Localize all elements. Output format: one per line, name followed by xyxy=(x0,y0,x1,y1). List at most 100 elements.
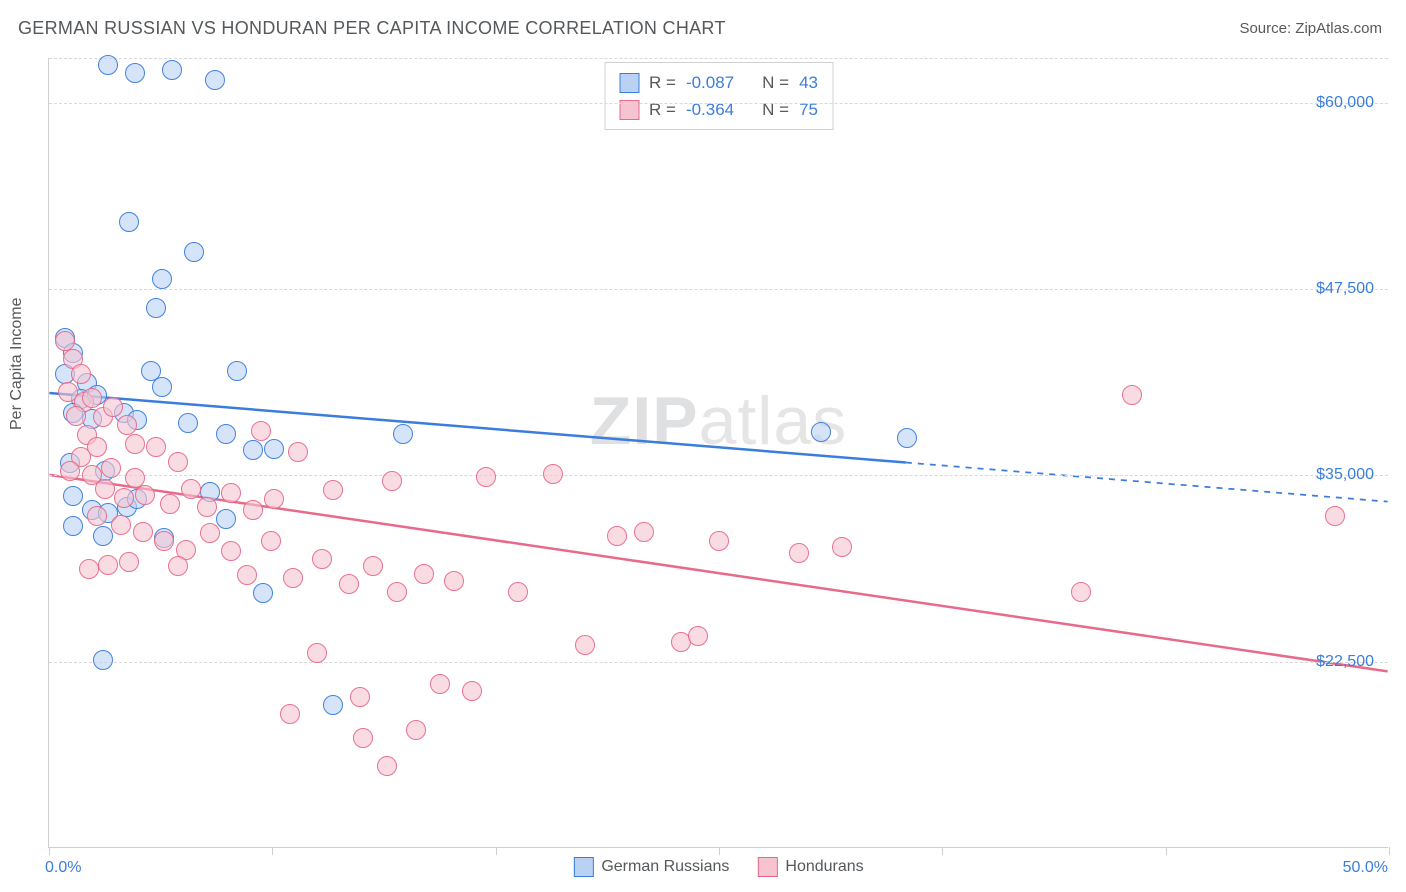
scatter-point xyxy=(377,756,397,776)
legend-stats-box: R = -0.087 N = 43 R = -0.364 N = 75 xyxy=(604,62,833,130)
legend-bottom: German Russians Hondurans xyxy=(573,857,863,877)
ytick-label: $60,000 xyxy=(1316,94,1374,112)
scatter-point xyxy=(117,415,137,435)
scatter-point xyxy=(243,500,263,520)
chart-header: GERMAN RUSSIAN VS HONDURAN PER CAPITA IN… xyxy=(0,0,1406,47)
ytick-label: $22,500 xyxy=(1316,653,1374,671)
xtick xyxy=(719,847,720,855)
scatter-point xyxy=(307,643,327,663)
scatter-point xyxy=(709,531,729,551)
x-end-label: 50.0% xyxy=(1343,859,1388,877)
r-value-1: -0.364 xyxy=(686,96,734,123)
xtick xyxy=(1166,847,1167,855)
gridline xyxy=(49,103,1388,104)
scatter-point xyxy=(280,704,300,724)
scatter-point xyxy=(87,506,107,526)
n-value-1: 75 xyxy=(799,96,818,123)
y-axis-label: Per Capita Income xyxy=(8,297,26,430)
scatter-point xyxy=(125,434,145,454)
ytick-label: $35,000 xyxy=(1316,466,1374,484)
scatter-point xyxy=(323,480,343,500)
legend-stats-row-0: R = -0.087 N = 43 xyxy=(619,69,818,96)
scatter-point xyxy=(832,537,852,557)
scatter-point xyxy=(323,695,343,715)
scatter-point xyxy=(82,388,102,408)
scatter-point xyxy=(205,70,225,90)
x-start-label: 0.0% xyxy=(45,859,81,877)
gridline xyxy=(49,289,1388,290)
ytick-label: $47,500 xyxy=(1316,280,1374,298)
scatter-point xyxy=(607,526,627,546)
legend-swatch-0 xyxy=(619,73,639,93)
scatter-point xyxy=(444,571,464,591)
scatter-point xyxy=(414,564,434,584)
scatter-point xyxy=(125,63,145,83)
scatter-point xyxy=(146,298,166,318)
scatter-point xyxy=(98,55,118,75)
scatter-point xyxy=(430,674,450,694)
r-label: R = xyxy=(649,96,676,123)
scatter-point xyxy=(111,515,131,535)
scatter-point xyxy=(253,583,273,603)
scatter-point xyxy=(133,522,153,542)
scatter-point xyxy=(393,424,413,444)
scatter-point xyxy=(119,552,139,572)
scatter-point xyxy=(216,424,236,444)
scatter-point xyxy=(95,479,115,499)
scatter-point xyxy=(63,516,83,536)
scatter-point xyxy=(197,497,217,517)
xtick xyxy=(272,847,273,855)
gridline xyxy=(49,58,1388,59)
scatter-point xyxy=(221,483,241,503)
scatter-point xyxy=(575,635,595,655)
scatter-point xyxy=(1122,385,1142,405)
scatter-point xyxy=(789,543,809,563)
scatter-point xyxy=(353,728,373,748)
scatter-point xyxy=(168,556,188,576)
chart-source: Source: ZipAtlas.com xyxy=(1239,20,1382,37)
scatter-point xyxy=(508,582,528,602)
n-label: N = xyxy=(762,96,789,123)
scatter-point xyxy=(101,458,121,478)
scatter-point xyxy=(152,377,172,397)
scatter-point xyxy=(152,269,172,289)
scatter-point xyxy=(476,467,496,487)
watermark-light: atlas xyxy=(699,383,848,459)
xtick xyxy=(942,847,943,855)
scatter-point xyxy=(382,471,402,491)
scatter-point xyxy=(178,413,198,433)
legend-swatch-bottom-0 xyxy=(573,857,593,877)
scatter-point xyxy=(264,439,284,459)
scatter-point xyxy=(261,531,281,551)
scatter-point xyxy=(216,509,236,529)
scatter-point xyxy=(181,479,201,499)
scatter-point xyxy=(168,452,188,472)
xtick xyxy=(1389,847,1390,855)
scatter-point xyxy=(243,440,263,460)
scatter-point xyxy=(103,397,123,417)
chart-plot-area: ZIPatlas R = -0.087 N = 43 R = -0.364 N … xyxy=(48,58,1388,848)
legend-label-0: German Russians xyxy=(601,858,729,876)
scatter-point xyxy=(350,687,370,707)
legend-label-1: Hondurans xyxy=(785,858,863,876)
n-label: N = xyxy=(762,69,789,96)
r-value-0: -0.087 xyxy=(686,69,734,96)
n-value-0: 43 xyxy=(799,69,818,96)
scatter-point xyxy=(71,364,91,384)
scatter-point xyxy=(237,565,257,585)
scatter-point xyxy=(93,650,113,670)
scatter-point xyxy=(162,60,182,80)
scatter-point xyxy=(227,361,247,381)
scatter-point xyxy=(200,523,220,543)
scatter-point xyxy=(114,488,134,508)
scatter-point xyxy=(66,406,86,426)
scatter-point xyxy=(135,485,155,505)
watermark-bold: ZIP xyxy=(590,383,699,459)
scatter-point xyxy=(339,574,359,594)
legend-item-1: Hondurans xyxy=(757,857,863,877)
gridline xyxy=(49,475,1388,476)
scatter-point xyxy=(688,626,708,646)
scatter-point xyxy=(63,486,83,506)
scatter-point xyxy=(897,428,917,448)
watermark: ZIPatlas xyxy=(590,382,847,460)
